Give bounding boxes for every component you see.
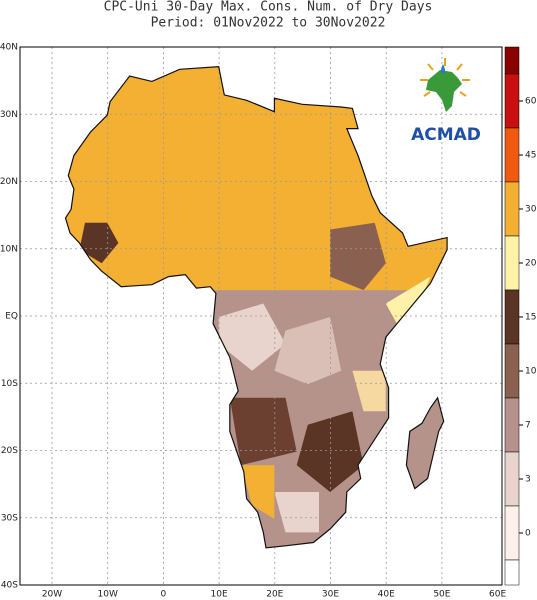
colorbar-swatch [504,397,520,453]
lat-label: 40S [1,581,18,591]
colorbar-swatch [504,505,520,561]
colorbar-swatch [504,46,520,75]
lat-label: 10N [0,244,18,254]
colorbar-label: 3 [525,475,531,485]
colorbar-swatch [504,289,520,345]
rainfall-patch [330,222,386,291]
lon-label: 30E [322,590,339,600]
colorbar-label: 0 [525,529,531,539]
lat-label: 20N [0,177,18,187]
colorbar-label: 30 [525,205,537,215]
rainfall-patch [79,222,119,264]
rainfall-patch [352,370,386,412]
rainfall-patch [274,492,319,533]
title: CPC-Uni 30-Day Max. Cons. Num. of Dry Da… [104,0,433,15]
colorbar-swatch [504,343,520,399]
rainfall-patch [218,303,286,371]
colorbar-label: 15 [525,313,536,323]
colorbar-swatch [504,127,520,183]
rainfall-patch [296,411,364,492]
lon-label: 10E [211,590,228,600]
lon-label: 20E [266,590,283,600]
rainfall-patch [241,465,275,519]
lon-label: 20W [42,590,62,600]
lat-label: 30S [1,513,18,523]
lat-label: 30N [0,110,18,120]
lon-label: 60E [489,590,506,600]
colorbar-label: 7 [525,421,531,431]
colorbar-swatch [504,235,520,291]
colorbar-swatch [504,73,520,129]
lon-label: 10W [98,590,118,600]
subtitle: Period: 01Nov2022 to 30Nov2022 [151,16,386,31]
coastline [64,65,448,549]
lon-label: 40E [378,590,395,600]
rainfall-patch [274,317,342,385]
colorbar-label: 10 [525,367,537,377]
colorbar-swatch [504,451,520,507]
colorbar-swatch [504,559,520,586]
lat-label: EQ [5,312,18,322]
colorbar-label: 20 [525,259,537,269]
logo-text: ACMAD [411,125,481,145]
rainfall-patch [385,276,431,324]
lon-label: 0 [161,590,167,600]
lat-label: 10S [1,379,18,389]
grid [20,47,502,585]
logo: ACMAD [411,58,481,145]
lat-label: 40N [0,43,18,53]
lon-label: 50E [433,590,450,600]
colorbar-label: 60 [525,97,537,107]
lat-label: 20S [1,446,18,456]
map-frame [19,46,503,586]
colorbar-label: 45 [525,151,536,161]
colorbar-swatch [504,181,520,237]
rainfall-patch [229,397,297,466]
